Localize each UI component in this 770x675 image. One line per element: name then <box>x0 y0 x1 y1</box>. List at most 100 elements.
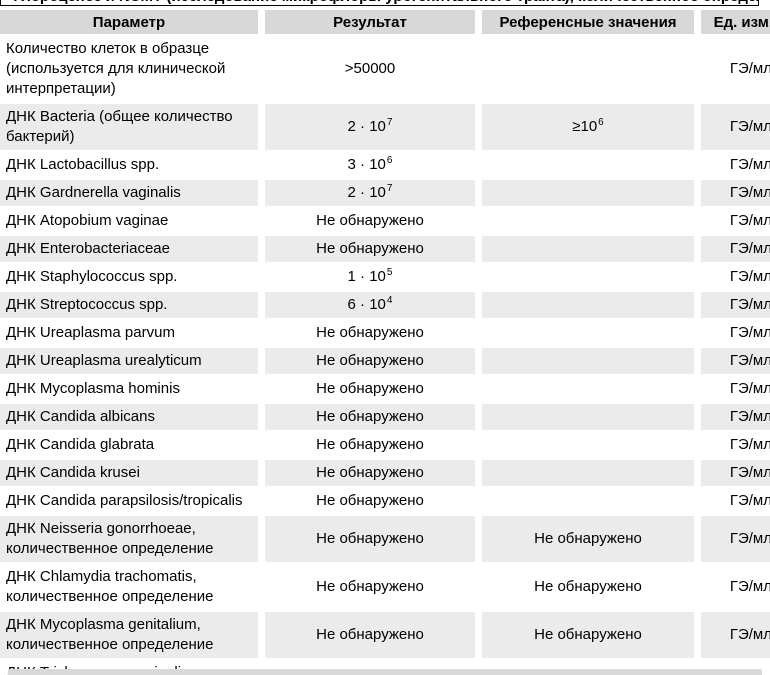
clipped-title-text: Флороценоз и NCMT (исследование микрофло… <box>9 0 758 5</box>
table-row: ДНК Ureaplasma parvum Не обнаружено ГЭ/м… <box>0 318 770 346</box>
unit-cell: ГЭ/мл <box>694 178 770 206</box>
result-value: 2 · 10 <box>347 184 386 201</box>
param-label: ДНК Lactobacillus spp. <box>6 156 160 173</box>
result-cell: 2 · 107 <box>258 178 475 206</box>
reference-cell <box>475 178 694 206</box>
results-table: Параметр Результат Референсные значения … <box>0 8 770 675</box>
unit-cell: ГЭ/мл <box>694 562 770 610</box>
table-row: ДНК Staphylococcus spp. 1 · 105 ГЭ/мл <box>0 262 770 290</box>
result-value: 3 · 10 <box>347 156 386 173</box>
unit-label: ГЭ/мл <box>729 436 770 453</box>
unit-cell: ГЭ/мл <box>694 318 770 346</box>
result-value: Не обнаружено <box>316 408 424 425</box>
param-cell: ДНК Neisseria gonorrhoeae, количественно… <box>0 514 258 562</box>
unit-cell: ГЭ/мл <box>694 150 770 178</box>
param-label: ДНК Mycoplasma genitalium, количественно… <box>6 616 214 653</box>
result-exponent: 6 <box>386 155 393 166</box>
unit-cell: ГЭ/мл <box>694 346 770 374</box>
result-cell: Не обнаружено <box>258 562 475 610</box>
header-unit: Ед. изм. <box>694 8 770 34</box>
result-value: Не обнаружено <box>316 212 424 229</box>
reference-value: Не обнаружено <box>534 530 642 547</box>
param-cell: ДНК Enterobacteriaceae <box>0 234 258 262</box>
result-exponent: 7 <box>386 183 393 194</box>
header-reference: Референсные значения <box>475 8 694 34</box>
table-row: ДНК Gardnerella vaginalis 2 · 107 ГЭ/мл <box>0 178 770 206</box>
result-cell: Не обнаружено <box>258 234 475 262</box>
unit-cell: ГЭ/мл <box>694 458 770 486</box>
unit-label: ГЭ/мл <box>729 268 770 285</box>
table-row: ДНК Enterobacteriaceae Не обнаружено ГЭ/… <box>0 234 770 262</box>
result-exponent: 5 <box>386 267 393 278</box>
unit-cell: ГЭ/мл <box>694 610 770 658</box>
result-cell: >50000 <box>258 34 475 102</box>
result-cell: 1 · 105 <box>258 262 475 290</box>
result-cell: Не обнаружено <box>258 374 475 402</box>
result-value: Не обнаружено <box>316 352 424 369</box>
param-label: ДНК Ureaplasma urealyticum <box>6 352 202 369</box>
unit-label: ГЭ/мл <box>729 60 770 77</box>
reference-cell: ≥106 <box>475 102 694 150</box>
table-row: ДНК Atopobium vaginae Не обнаружено ГЭ/м… <box>0 206 770 234</box>
param-label: ДНК Staphylococcus spp. <box>6 268 178 285</box>
table-row: ДНК Chlamydia trachomatis, количественно… <box>0 562 770 610</box>
reference-cell <box>475 430 694 458</box>
table-row: ДНК Candida albicans Не обнаружено ГЭ/мл <box>0 402 770 430</box>
unit-label: ГЭ/мл <box>729 530 770 547</box>
param-cell: ДНК Mycoplasma hominis <box>0 374 258 402</box>
param-label: ДНК Candida glabrata <box>6 436 155 453</box>
result-cell: Не обнаружено <box>258 206 475 234</box>
param-cell: ДНК Candida krusei <box>0 458 258 486</box>
param-cell: ДНК Candida glabrata <box>0 430 258 458</box>
unit-cell: ГЭ/мл <box>694 102 770 150</box>
unit-cell: ГЭ/мл <box>694 290 770 318</box>
result-value: Не обнаружено <box>316 464 424 481</box>
unit-label: ГЭ/мл <box>729 408 770 425</box>
param-label: Количество клеток в образце (используетс… <box>6 40 226 97</box>
reference-value: Не обнаружено <box>534 578 642 595</box>
param-label: ДНК Neisseria gonorrhoeae, количественно… <box>6 520 214 557</box>
reference-cell <box>475 290 694 318</box>
param-cell: ДНК Lactobacillus spp. <box>0 150 258 178</box>
reference-value: ≥10 <box>572 118 598 135</box>
result-cell: Не обнаружено <box>258 318 475 346</box>
unit-label: ГЭ/мл <box>729 184 770 201</box>
reference-cell: Не обнаружено <box>475 610 694 658</box>
param-cell: ДНК Gardnerella vaginalis <box>0 178 258 206</box>
result-value: 1 · 10 <box>347 268 386 285</box>
param-cell: ДНК Ureaplasma urealyticum <box>0 346 258 374</box>
param-label: ДНК Bacteria (общее количество бактерий) <box>6 108 233 145</box>
reference-cell <box>475 234 694 262</box>
param-cell: ДНК Atopobium vaginae <box>0 206 258 234</box>
param-label: ДНК Candida krusei <box>6 464 140 481</box>
reference-cell <box>475 458 694 486</box>
result-value: Не обнаружено <box>316 240 424 257</box>
result-value: 2 · 10 <box>347 118 386 135</box>
param-cell: ДНК Staphylococcus spp. <box>0 262 258 290</box>
result-cell: Не обнаружено <box>258 430 475 458</box>
table-row: Количество клеток в образце (используетс… <box>0 34 770 102</box>
reference-cell <box>475 318 694 346</box>
param-cell: ДНК Ureaplasma parvum <box>0 318 258 346</box>
result-value: >50000 <box>344 60 396 77</box>
param-cell: ДНК Candida albicans <box>0 402 258 430</box>
table-row: ДНК Candida glabrata Не обнаружено ГЭ/мл <box>0 430 770 458</box>
unit-cell: ГЭ/мл <box>694 514 770 562</box>
unit-cell: ГЭ/мл <box>694 430 770 458</box>
param-cell: ДНК Candida parapsilosis/tropicalis <box>0 486 258 514</box>
result-cell: Не обнаружено <box>258 346 475 374</box>
unit-label: ГЭ/мл <box>729 240 770 257</box>
param-label: ДНК Enterobacteriaceae <box>6 240 170 257</box>
result-value: Не обнаружено <box>316 578 424 595</box>
reference-cell <box>475 402 694 430</box>
unit-label: ГЭ/мл <box>729 578 770 595</box>
unit-label: ГЭ/мл <box>729 156 770 173</box>
reference-value: Не обнаружено <box>534 626 642 643</box>
result-value: 6 · 10 <box>347 296 386 313</box>
result-value: Не обнаружено <box>316 626 424 643</box>
unit-label: ГЭ/мл <box>729 324 770 341</box>
table-row: ДНК Bacteria (общее количество бактерий)… <box>0 102 770 150</box>
result-value: Не обнаружено <box>316 492 424 509</box>
unit-cell: ГЭ/мл <box>694 374 770 402</box>
